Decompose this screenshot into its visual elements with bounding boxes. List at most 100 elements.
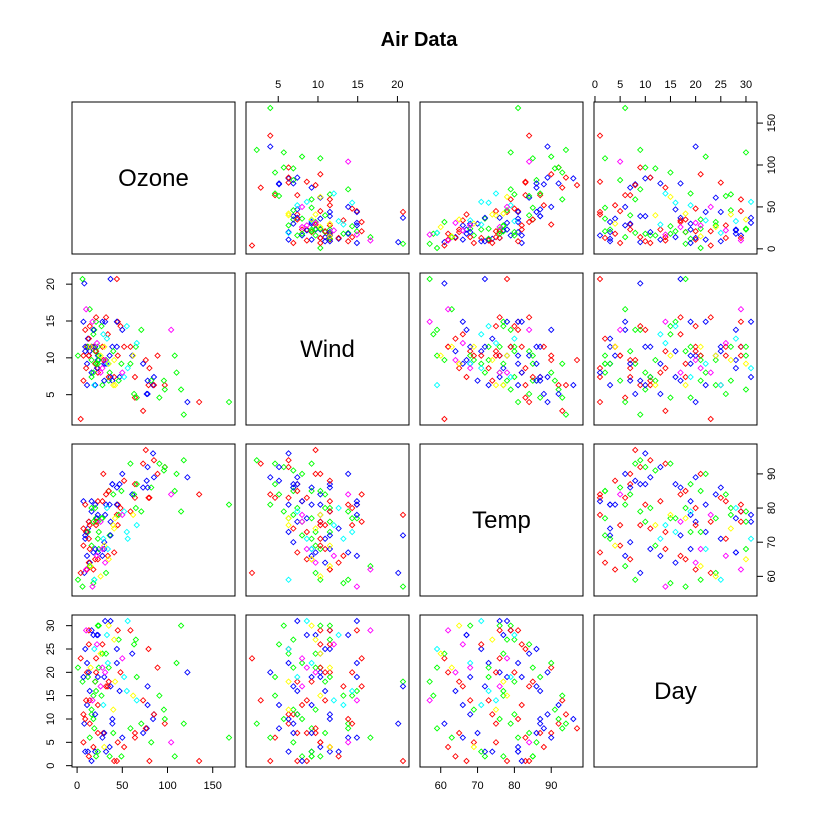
point xyxy=(692,559,699,566)
point xyxy=(596,275,604,283)
point xyxy=(110,521,117,529)
point xyxy=(139,460,147,467)
point xyxy=(426,240,433,248)
x-axis-temp: 60 70 80 90 xyxy=(435,766,557,792)
point xyxy=(101,617,109,625)
point xyxy=(144,683,151,690)
point xyxy=(697,244,704,252)
point xyxy=(682,216,689,223)
point xyxy=(94,535,102,543)
point xyxy=(92,347,100,355)
point xyxy=(180,411,188,418)
point xyxy=(109,720,116,727)
point xyxy=(353,511,361,519)
point xyxy=(727,191,735,198)
point xyxy=(492,697,500,704)
point xyxy=(667,169,674,176)
point xyxy=(611,501,619,508)
point xyxy=(518,369,525,376)
point xyxy=(536,212,544,220)
point xyxy=(485,381,492,389)
point xyxy=(478,331,485,338)
point xyxy=(317,739,324,746)
point xyxy=(303,528,311,536)
point xyxy=(662,237,669,244)
point xyxy=(119,655,126,662)
point xyxy=(692,234,699,242)
point xyxy=(485,199,492,206)
point xyxy=(138,326,145,334)
point xyxy=(195,757,203,765)
point xyxy=(303,515,311,522)
point xyxy=(127,460,134,467)
point xyxy=(326,566,334,573)
point xyxy=(692,474,699,481)
point xyxy=(642,238,649,245)
point xyxy=(626,347,634,355)
point xyxy=(492,207,500,215)
point xyxy=(294,711,301,718)
point xyxy=(463,356,470,364)
point xyxy=(732,504,740,512)
point xyxy=(154,470,161,478)
point xyxy=(154,664,161,671)
point xyxy=(737,566,745,573)
point xyxy=(742,556,750,563)
point xyxy=(737,318,745,325)
point xyxy=(687,190,694,197)
point xyxy=(90,331,97,338)
point xyxy=(271,169,279,176)
point xyxy=(285,450,292,457)
point xyxy=(507,343,514,351)
point xyxy=(687,480,694,488)
point xyxy=(511,228,518,236)
point xyxy=(470,343,478,351)
point xyxy=(727,343,735,351)
point xyxy=(687,239,694,247)
tick-label: 80 xyxy=(508,780,520,792)
point xyxy=(312,549,319,556)
point xyxy=(616,521,624,529)
point xyxy=(611,202,619,209)
point xyxy=(106,501,113,508)
point xyxy=(667,222,674,230)
point xyxy=(326,562,334,570)
point xyxy=(317,518,324,525)
point xyxy=(129,352,136,359)
point xyxy=(555,386,562,393)
point xyxy=(348,720,356,727)
point xyxy=(113,318,121,325)
point xyxy=(156,394,163,401)
point xyxy=(455,216,463,223)
point xyxy=(657,535,664,543)
point xyxy=(697,170,704,178)
point xyxy=(742,545,750,553)
point xyxy=(308,196,315,203)
point xyxy=(511,711,518,718)
point xyxy=(697,528,704,536)
point xyxy=(642,343,649,351)
point xyxy=(637,381,644,389)
point xyxy=(657,360,664,367)
point xyxy=(271,692,279,699)
tick-label: 0 xyxy=(766,246,778,252)
point xyxy=(455,226,463,233)
point xyxy=(611,542,619,549)
point xyxy=(100,542,108,549)
point xyxy=(496,223,503,231)
point xyxy=(394,238,402,246)
point xyxy=(702,381,709,389)
point xyxy=(559,360,566,367)
point xyxy=(657,180,664,187)
point xyxy=(474,377,481,384)
point xyxy=(290,664,297,671)
point xyxy=(529,155,537,162)
point xyxy=(687,497,694,505)
point xyxy=(626,360,634,367)
point xyxy=(83,701,91,709)
point xyxy=(100,743,108,751)
point xyxy=(180,720,188,727)
point xyxy=(682,228,689,236)
point xyxy=(621,562,629,570)
point xyxy=(148,484,155,491)
